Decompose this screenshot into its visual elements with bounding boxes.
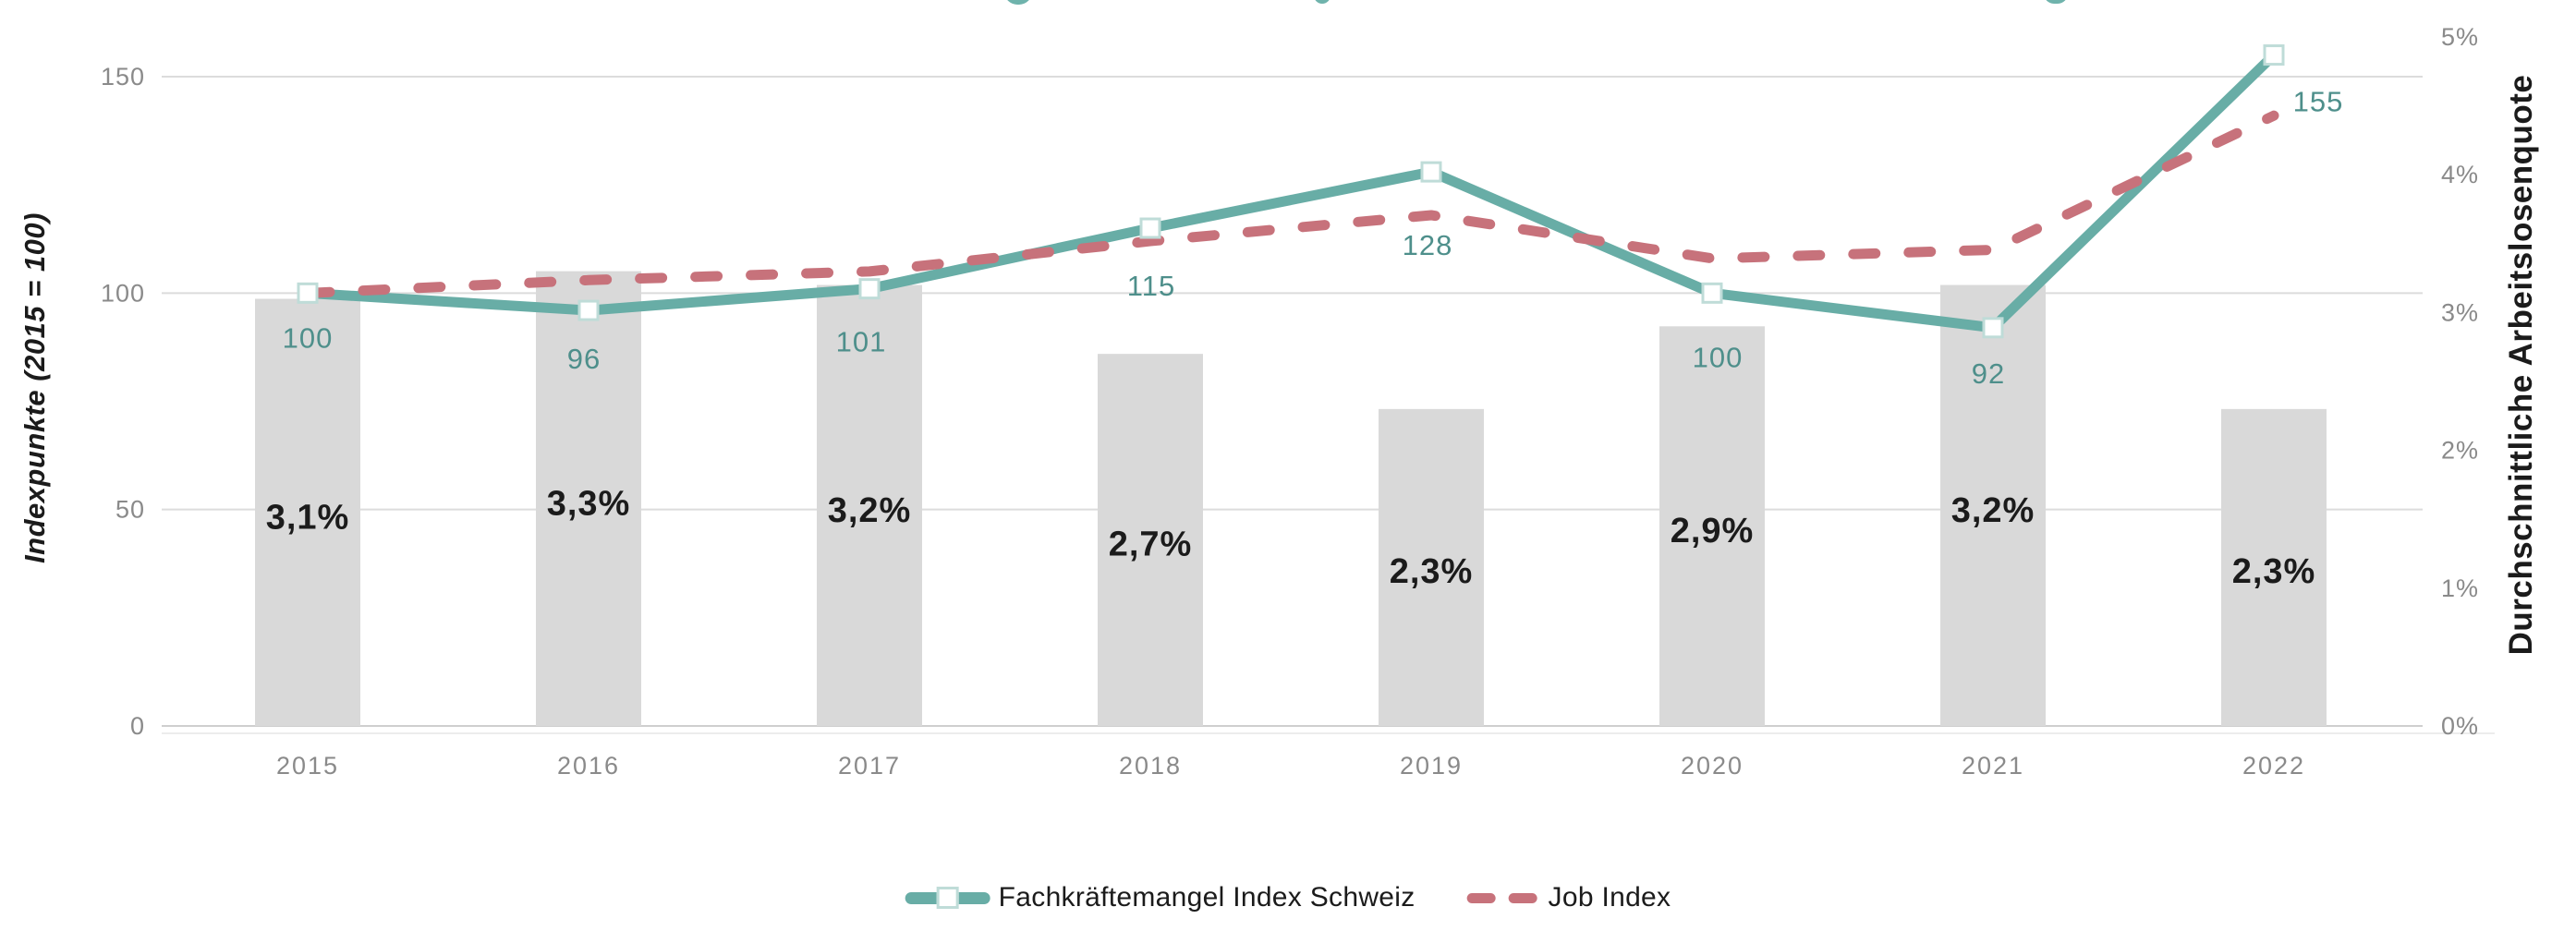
white-square-marker-icon bbox=[936, 887, 959, 909]
right-y-tick-label: 2% bbox=[2441, 437, 2479, 465]
legend-item-job-index: Job Index bbox=[1466, 882, 1671, 913]
legend-item-fachkraeftemangel: Fachkräftemangel Index Schweiz bbox=[905, 882, 1416, 913]
point-value-label: 128 bbox=[1403, 229, 1453, 261]
bar-value-label: 3,3% bbox=[547, 485, 631, 524]
job-index-line bbox=[302, 110, 2279, 298]
data-point-marker bbox=[1982, 317, 2004, 339]
legend-label: Job Index bbox=[1548, 882, 1671, 913]
clipped-title-fragment bbox=[1004, 0, 1032, 5]
point-value-label: 155 bbox=[2293, 86, 2344, 118]
unemployment-bar bbox=[1379, 408, 1484, 726]
unemployment-bar bbox=[2221, 408, 2327, 726]
teal-line-swatch-icon bbox=[905, 887, 990, 909]
bar-value-label: 2,7% bbox=[1109, 526, 1193, 564]
bar-value-label: 3,1% bbox=[266, 498, 350, 537]
bar-value-label: 2,3% bbox=[1390, 552, 1474, 591]
right-y-tick-label: 3% bbox=[2441, 298, 2479, 326]
red-dash-swatch-icon bbox=[1466, 892, 1537, 903]
right-axis-title: Durchschnittliche Arbeitslosenquote bbox=[2503, 74, 2539, 656]
x-tick-label: 2019 bbox=[1400, 752, 1463, 780]
right-y-tick-label: 0% bbox=[2441, 712, 2479, 740]
left-y-tick-label: 50 bbox=[115, 496, 145, 524]
point-value-label: 115 bbox=[1127, 270, 1175, 302]
unemployment-bar bbox=[1659, 326, 1765, 726]
x-tick-label: 2022 bbox=[2242, 752, 2305, 780]
point-value-label: 92 bbox=[1972, 357, 2005, 390]
x-tick-label: 2016 bbox=[557, 752, 620, 780]
x-tick-label: 2015 bbox=[276, 752, 339, 780]
point-value-label: 100 bbox=[1693, 341, 1744, 373]
fachkraeftemangel-line bbox=[302, 50, 2279, 333]
clipped-title-fragment bbox=[1314, 0, 1331, 4]
point-value-label: 100 bbox=[283, 321, 334, 354]
left-y-tick-label: 100 bbox=[101, 279, 145, 307]
data-point-marker bbox=[297, 282, 319, 304]
data-point-marker bbox=[1701, 282, 1723, 304]
x-tick-label: 2017 bbox=[838, 752, 901, 780]
bar-value-label: 2,3% bbox=[2232, 552, 2316, 591]
clipped-title-row bbox=[0, 0, 2576, 6]
left-y-tick-label: 150 bbox=[101, 63, 145, 91]
right-y-tick-label: 1% bbox=[2441, 574, 2479, 602]
data-point-marker bbox=[577, 299, 600, 321]
left-y-tick-label: 0 bbox=[130, 712, 145, 740]
unemployment-bar bbox=[255, 298, 360, 726]
unemployment-bar bbox=[1098, 354, 1203, 726]
point-value-label: 96 bbox=[567, 343, 601, 375]
data-point-marker bbox=[1139, 217, 1161, 239]
right-y-tick-label: 5% bbox=[2441, 23, 2479, 51]
x-tick-label: 2018 bbox=[1119, 752, 1182, 780]
data-point-marker bbox=[2263, 44, 2285, 66]
data-point-marker bbox=[858, 278, 881, 300]
unemployment-bar bbox=[817, 284, 922, 726]
data-point-marker bbox=[1420, 161, 1442, 183]
x-tick-label: 2020 bbox=[1681, 752, 1744, 780]
x-tick-label: 2021 bbox=[1962, 752, 2024, 780]
unemployment-bar bbox=[536, 271, 641, 726]
unemployment-bar bbox=[1940, 284, 2046, 726]
bar-value-label: 3,2% bbox=[1951, 491, 2035, 530]
legend: Fachkräftemangel Index Schweiz Job Index bbox=[905, 875, 1671, 921]
right-y-tick-label: 4% bbox=[2441, 161, 2479, 188]
bar-value-label: 2,9% bbox=[1671, 512, 1755, 550]
clipped-title-fragment bbox=[2044, 0, 2068, 4]
point-value-label: 101 bbox=[836, 326, 887, 358]
legend-label: Fachkräftemangel Index Schweiz bbox=[998, 882, 1416, 913]
left-axis-title: Indexpunkte (2015 = 100) bbox=[18, 212, 51, 563]
bar-value-label: 3,2% bbox=[828, 491, 912, 530]
